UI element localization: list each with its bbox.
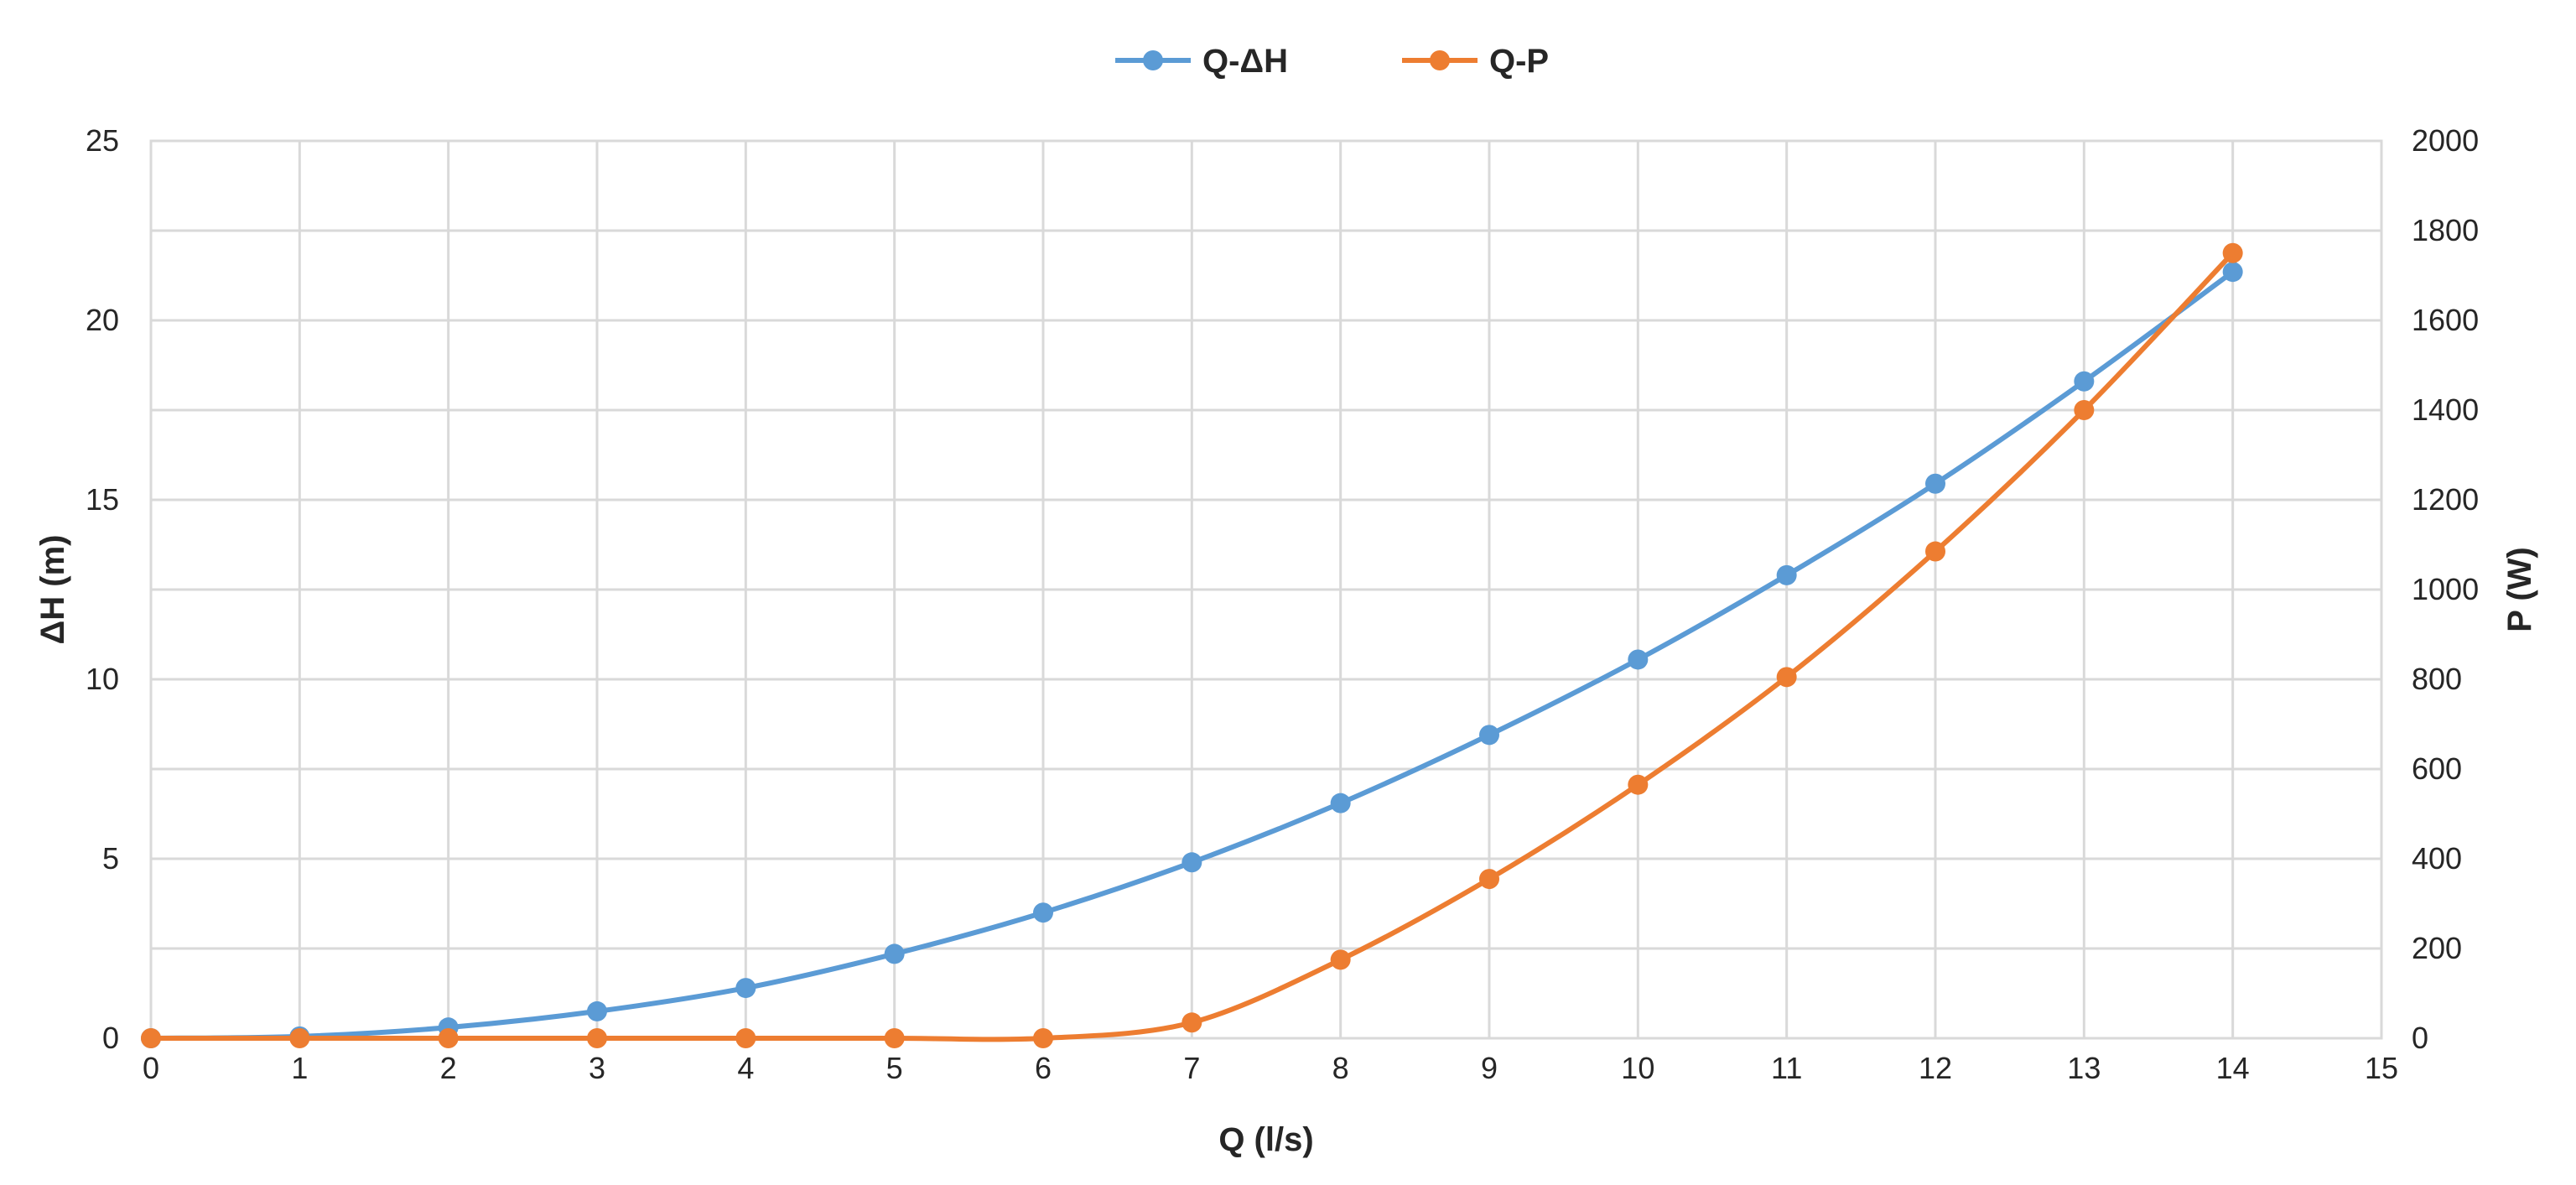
data-point: [2074, 371, 2095, 392]
data-point: [1628, 774, 1649, 795]
x-tick-label: 6: [1035, 1051, 1052, 1085]
data-point: [884, 1028, 905, 1048]
y-tick-label: 20: [86, 303, 119, 337]
x-tick-label: 13: [2067, 1051, 2101, 1085]
y-axis-title: ΔH (m): [34, 535, 71, 645]
data-point: [2074, 400, 2095, 420]
gridlines: [149, 139, 2383, 1040]
data-point: [587, 1028, 607, 1048]
x-tick-label: 7: [1183, 1051, 1200, 1085]
legend-item: Q-ΔH: [1115, 43, 1288, 80]
y2-tick-label: 1600: [2412, 303, 2479, 337]
x-axis-title: Q (l/s): [1218, 1121, 1313, 1158]
legend-marker: [1430, 50, 1450, 70]
y2-tick-label: 2000: [2412, 123, 2479, 158]
data-point: [735, 978, 756, 999]
y-tick-label: 15: [86, 482, 119, 517]
y2-axis-title: P (W): [2501, 547, 2538, 631]
x-tick-label: 14: [2216, 1051, 2250, 1085]
series-line: [150, 269, 2235, 1041]
x-tick-label: 10: [1621, 1051, 1654, 1085]
data-point: [141, 1028, 161, 1048]
plot-area: [149, 139, 2383, 1040]
x-tick-label: 12: [1919, 1051, 1952, 1085]
legend-item: Q-P: [1402, 43, 1549, 80]
data-point: [1033, 1028, 1053, 1048]
y2-axis-tick-labels: 0 200 400 600 800 1000 1200 1400 1600 1800 2000: [2412, 123, 2479, 1055]
x-tick-label: 8: [1332, 1051, 1349, 1085]
y-tick-label: 25: [86, 123, 119, 158]
data-point: [1182, 1012, 1202, 1033]
data-point: [587, 1000, 607, 1021]
x-tick-label: 0: [143, 1051, 159, 1085]
data-point: [884, 943, 905, 964]
series-q-dh: [141, 262, 2243, 1048]
y2-tick-label: 400: [2412, 841, 2462, 876]
data-point: [1330, 793, 1351, 813]
y2-tick-label: 1200: [2412, 482, 2479, 517]
x-tick-label: 3: [589, 1051, 605, 1085]
y2-tick-label: 1400: [2412, 392, 2479, 427]
series-line: [151, 251, 2235, 1042]
data-point: [1182, 852, 1202, 873]
y-axis-tick-labels: 0 5 10 15 20 25: [86, 123, 119, 1055]
y-tick-label: 10: [86, 662, 119, 696]
series-layer: [141, 242, 2243, 1048]
data-point: [1925, 541, 1945, 562]
legend-marker: [1143, 50, 1163, 70]
data-point: [1628, 649, 1649, 670]
y2-tick-label: 600: [2412, 751, 2462, 786]
data-point: [1033, 902, 1053, 923]
x-tick-label: 1: [291, 1051, 308, 1085]
y-tick-label: 0: [102, 1021, 119, 1055]
series-q-p: [141, 242, 2243, 1048]
x-axis-tick-labels: 0 1 2 3 4 5 6 7 8 9 10 11 12 13 14 15: [143, 1051, 2398, 1085]
y2-tick-label: 1800: [2412, 213, 2479, 247]
data-point: [2222, 242, 2243, 263]
x-tick-label: 15: [2365, 1051, 2398, 1085]
legend: Q-ΔH Q-P: [1115, 43, 1549, 80]
data-point: [438, 1028, 459, 1048]
legend-label: Q-ΔH: [1202, 43, 1288, 80]
x-tick-label: 9: [1481, 1051, 1498, 1085]
y2-tick-label: 200: [2412, 931, 2462, 965]
data-point: [1330, 949, 1351, 970]
y2-tick-label: 800: [2412, 662, 2462, 696]
data-point: [1479, 725, 1499, 746]
data-point: [1925, 473, 1945, 494]
y2-tick-label: 0: [2412, 1021, 2428, 1055]
x-tick-label: 11: [1771, 1051, 1802, 1085]
data-point: [735, 1028, 756, 1048]
legend-label: Q-P: [1489, 43, 1549, 80]
data-point: [1776, 667, 1797, 688]
data-point: [2222, 262, 2243, 283]
data-point: [1776, 564, 1797, 585]
x-tick-label: 5: [886, 1051, 903, 1085]
x-tick-label: 4: [737, 1051, 754, 1085]
x-tick-label: 2: [440, 1051, 457, 1085]
data-point: [1479, 869, 1499, 890]
y-tick-label: 5: [102, 841, 119, 876]
data-point: [289, 1028, 310, 1048]
y2-tick-label: 1000: [2412, 572, 2479, 606]
